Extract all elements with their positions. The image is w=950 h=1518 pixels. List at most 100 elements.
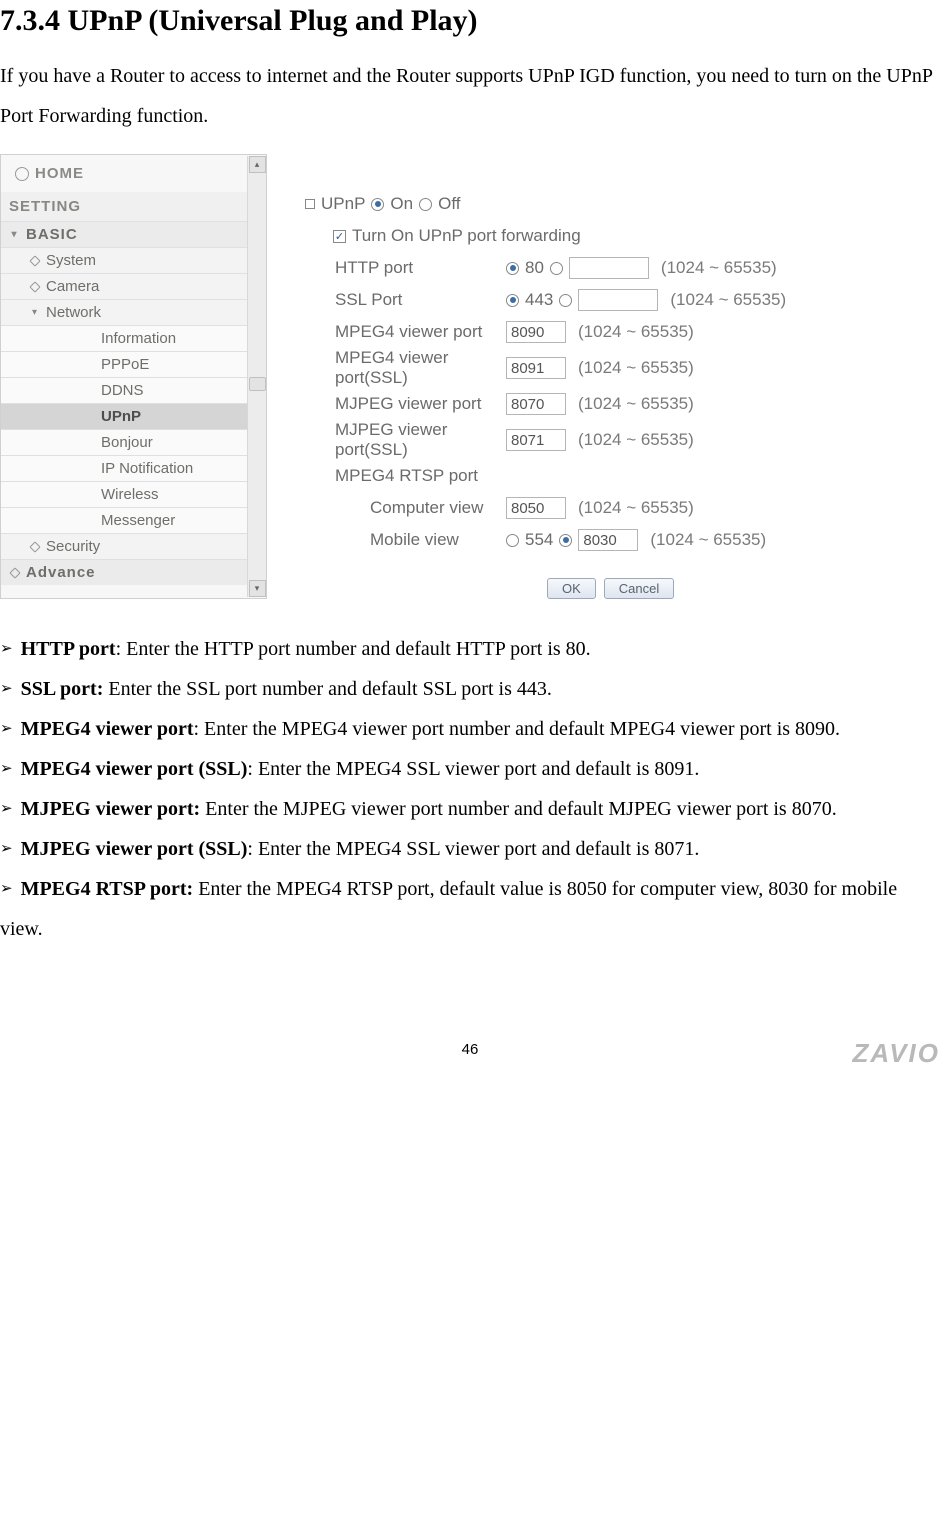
sidebar-item-advance[interactable]: Advance <box>1 559 247 585</box>
ssl-default-radio[interactable] <box>506 294 519 307</box>
sidebar-item-label: Security <box>46 538 100 555</box>
leaf-icon <box>29 255 40 266</box>
sidebar-item-pppoe[interactable]: PPPoE <box>1 351 247 377</box>
scroll-up-icon[interactable]: ▴ <box>249 156 266 173</box>
upnp-off-radio[interactable] <box>419 198 432 211</box>
mobile-label: Mobile view <box>275 530 500 550</box>
computer-input[interactable] <box>506 497 566 519</box>
mpeg4ssl-row: MPEG4 viewer port(SSL) (1024 ~ 65535) <box>275 348 786 388</box>
desc-mpeg4ssl: ➢ MPEG4 viewer port (SSL): Enter the MPE… <box>0 749 940 789</box>
upnp-off-label: Off <box>438 194 460 214</box>
ssl-hint: (1024 ~ 65535) <box>670 290 786 310</box>
sidebar-basic-label: BASIC <box>26 226 78 243</box>
ssl-label: SSL Port <box>275 290 500 310</box>
sidebar-item-label: Messenger <box>101 512 175 529</box>
mobile-default-radio[interactable] <box>506 534 519 547</box>
mjpegssl-row: MJPEG viewer port(SSL) (1024 ~ 65535) <box>275 420 786 460</box>
scroll-thumb[interactable] <box>249 377 266 391</box>
leaf-icon <box>29 281 40 292</box>
home-icon <box>15 167 29 181</box>
sidebar-item-system[interactable]: System <box>1 247 247 273</box>
sidebar-item-label: IP Notification <box>101 460 193 477</box>
computer-row: Computer view (1024 ~ 65535) <box>275 492 786 524</box>
mobile-input[interactable] <box>578 529 638 551</box>
mobile-custom-radio[interactable] <box>559 534 572 547</box>
mpeg4-hint: (1024 ~ 65535) <box>578 322 694 342</box>
sidebar-item-wireless[interactable]: Wireless <box>1 481 247 507</box>
http-custom-radio[interactable] <box>550 262 563 275</box>
http-label: HTTP port <box>275 258 500 278</box>
mpeg4ssl-input[interactable] <box>506 357 566 379</box>
http-custom-input[interactable] <box>569 257 649 279</box>
mobile-hint: (1024 ~ 65535) <box>650 530 766 550</box>
sidebar-item-label: Network <box>46 304 101 321</box>
http-default-value: 80 <box>525 258 544 278</box>
description-list: ➢ HTTP port: Enter the HTTP port number … <box>0 629 940 949</box>
mobile-row: Mobile view 554 (1024 ~ 65535) <box>275 524 786 556</box>
turnon-checkbox[interactable] <box>333 230 346 243</box>
sidebar-item-label: Bonjour <box>101 434 153 451</box>
scroll-down-icon[interactable]: ▾ <box>249 580 266 597</box>
sidebar-item-network[interactable]: ▾ Network <box>1 299 247 325</box>
ssl-custom-input[interactable] <box>578 289 658 311</box>
computer-label: Computer view <box>275 498 500 518</box>
leaf-icon <box>9 567 20 578</box>
page-number: 46 <box>462 1041 479 1058</box>
sidebar-item-upnp[interactable]: UPnP <box>1 403 247 429</box>
computer-hint: (1024 ~ 65535) <box>578 498 694 518</box>
sidebar-home-label: HOME <box>35 165 84 182</box>
sidebar-item-label: UPnP <box>101 408 141 425</box>
mobile-default-value: 554 <box>525 530 553 550</box>
square-bullet-icon <box>305 199 315 209</box>
sidebar-item-messenger[interactable]: Messenger <box>1 507 247 533</box>
sidebar-item-information[interactable]: Information <box>1 325 247 351</box>
chevron-down-icon: ▾ <box>9 229 20 240</box>
upnp-on-radio[interactable] <box>371 198 384 211</box>
http-hint: (1024 ~ 65535) <box>661 258 777 278</box>
mjpeg-input[interactable] <box>506 393 566 415</box>
cancel-button[interactable]: Cancel <box>604 578 674 599</box>
ssl-row: SSL Port 443 (1024 ~ 65535) <box>275 284 786 316</box>
sidebar-item-label: Camera <box>46 278 99 295</box>
sidebar-item-ddns[interactable]: DDNS <box>1 377 247 403</box>
intro-text: If you have a Router to access to intern… <box>0 56 940 136</box>
leaf-icon <box>29 541 40 552</box>
sidebar-item-label: Advance <box>26 564 96 581</box>
mpeg4-label: MPEG4 viewer port <box>275 322 500 342</box>
button-row: OK Cancel <box>435 578 786 599</box>
rtsp-head-label: MPEG4 RTSP port <box>275 466 500 486</box>
desc-ssl: ➢ SSL port: Enter the SSL port number an… <box>0 669 940 709</box>
sidebar-item-bonjour[interactable]: Bonjour <box>1 429 247 455</box>
sidebar-home[interactable]: HOME <box>1 155 247 192</box>
mjpegssl-input[interactable] <box>506 429 566 451</box>
screenshot-container: HOME SETTING ▾ BASIC System Camera ▾ N <box>0 154 940 599</box>
sidebar-item-camera[interactable]: Camera <box>1 273 247 299</box>
sidebar-scrollbar[interactable]: ▴ ▾ <box>247 156 266 597</box>
desc-mjpegssl: ➢ MJPEG viewer port (SSL): Enter the MPE… <box>0 829 940 869</box>
desc-rtsp: ➢ MPEG4 RTSP port: Enter the MPEG4 RTSP … <box>0 869 940 949</box>
desc-mjpeg: ➢ MJPEG viewer port: Enter the MJPEG vie… <box>0 789 940 829</box>
sidebar-setting-head: SETTING <box>1 192 247 221</box>
rtsp-head-row: MPEG4 RTSP port <box>275 460 786 492</box>
sidebar-item-ipnotification[interactable]: IP Notification <box>1 455 247 481</box>
mpeg4-row: MPEG4 viewer port (1024 ~ 65535) <box>275 316 786 348</box>
nav-sidebar: HOME SETTING ▾ BASIC System Camera ▾ N <box>0 154 267 599</box>
brand-logo: ZAVIO <box>852 1038 940 1069</box>
ok-button[interactable]: OK <box>547 578 596 599</box>
sidebar-basic[interactable]: ▾ BASIC <box>1 221 247 247</box>
ssl-custom-radio[interactable] <box>559 294 572 307</box>
http-default-radio[interactable] <box>506 262 519 275</box>
page-footer: 46 ZAVIO <box>0 1029 940 1069</box>
sidebar-item-label: System <box>46 252 96 269</box>
ssl-default-value: 443 <box>525 290 553 310</box>
chevron-down-icon: ▾ <box>29 307 40 318</box>
upnp-label: UPnP <box>321 194 365 214</box>
section-heading: 7.3.4 UPnP (Universal Plug and Play) <box>0 4 940 38</box>
mpeg4-input[interactable] <box>506 321 566 343</box>
sidebar-item-security[interactable]: Security <box>1 533 247 559</box>
upnp-onoff-row: UPnP On Off <box>275 188 786 220</box>
upnp-on-label: On <box>390 194 413 214</box>
mjpegssl-label: MJPEG viewer port(SSL) <box>275 420 500 460</box>
mpeg4ssl-label: MPEG4 viewer port(SSL) <box>275 348 500 388</box>
turnon-label: Turn On UPnP port forwarding <box>352 226 581 246</box>
